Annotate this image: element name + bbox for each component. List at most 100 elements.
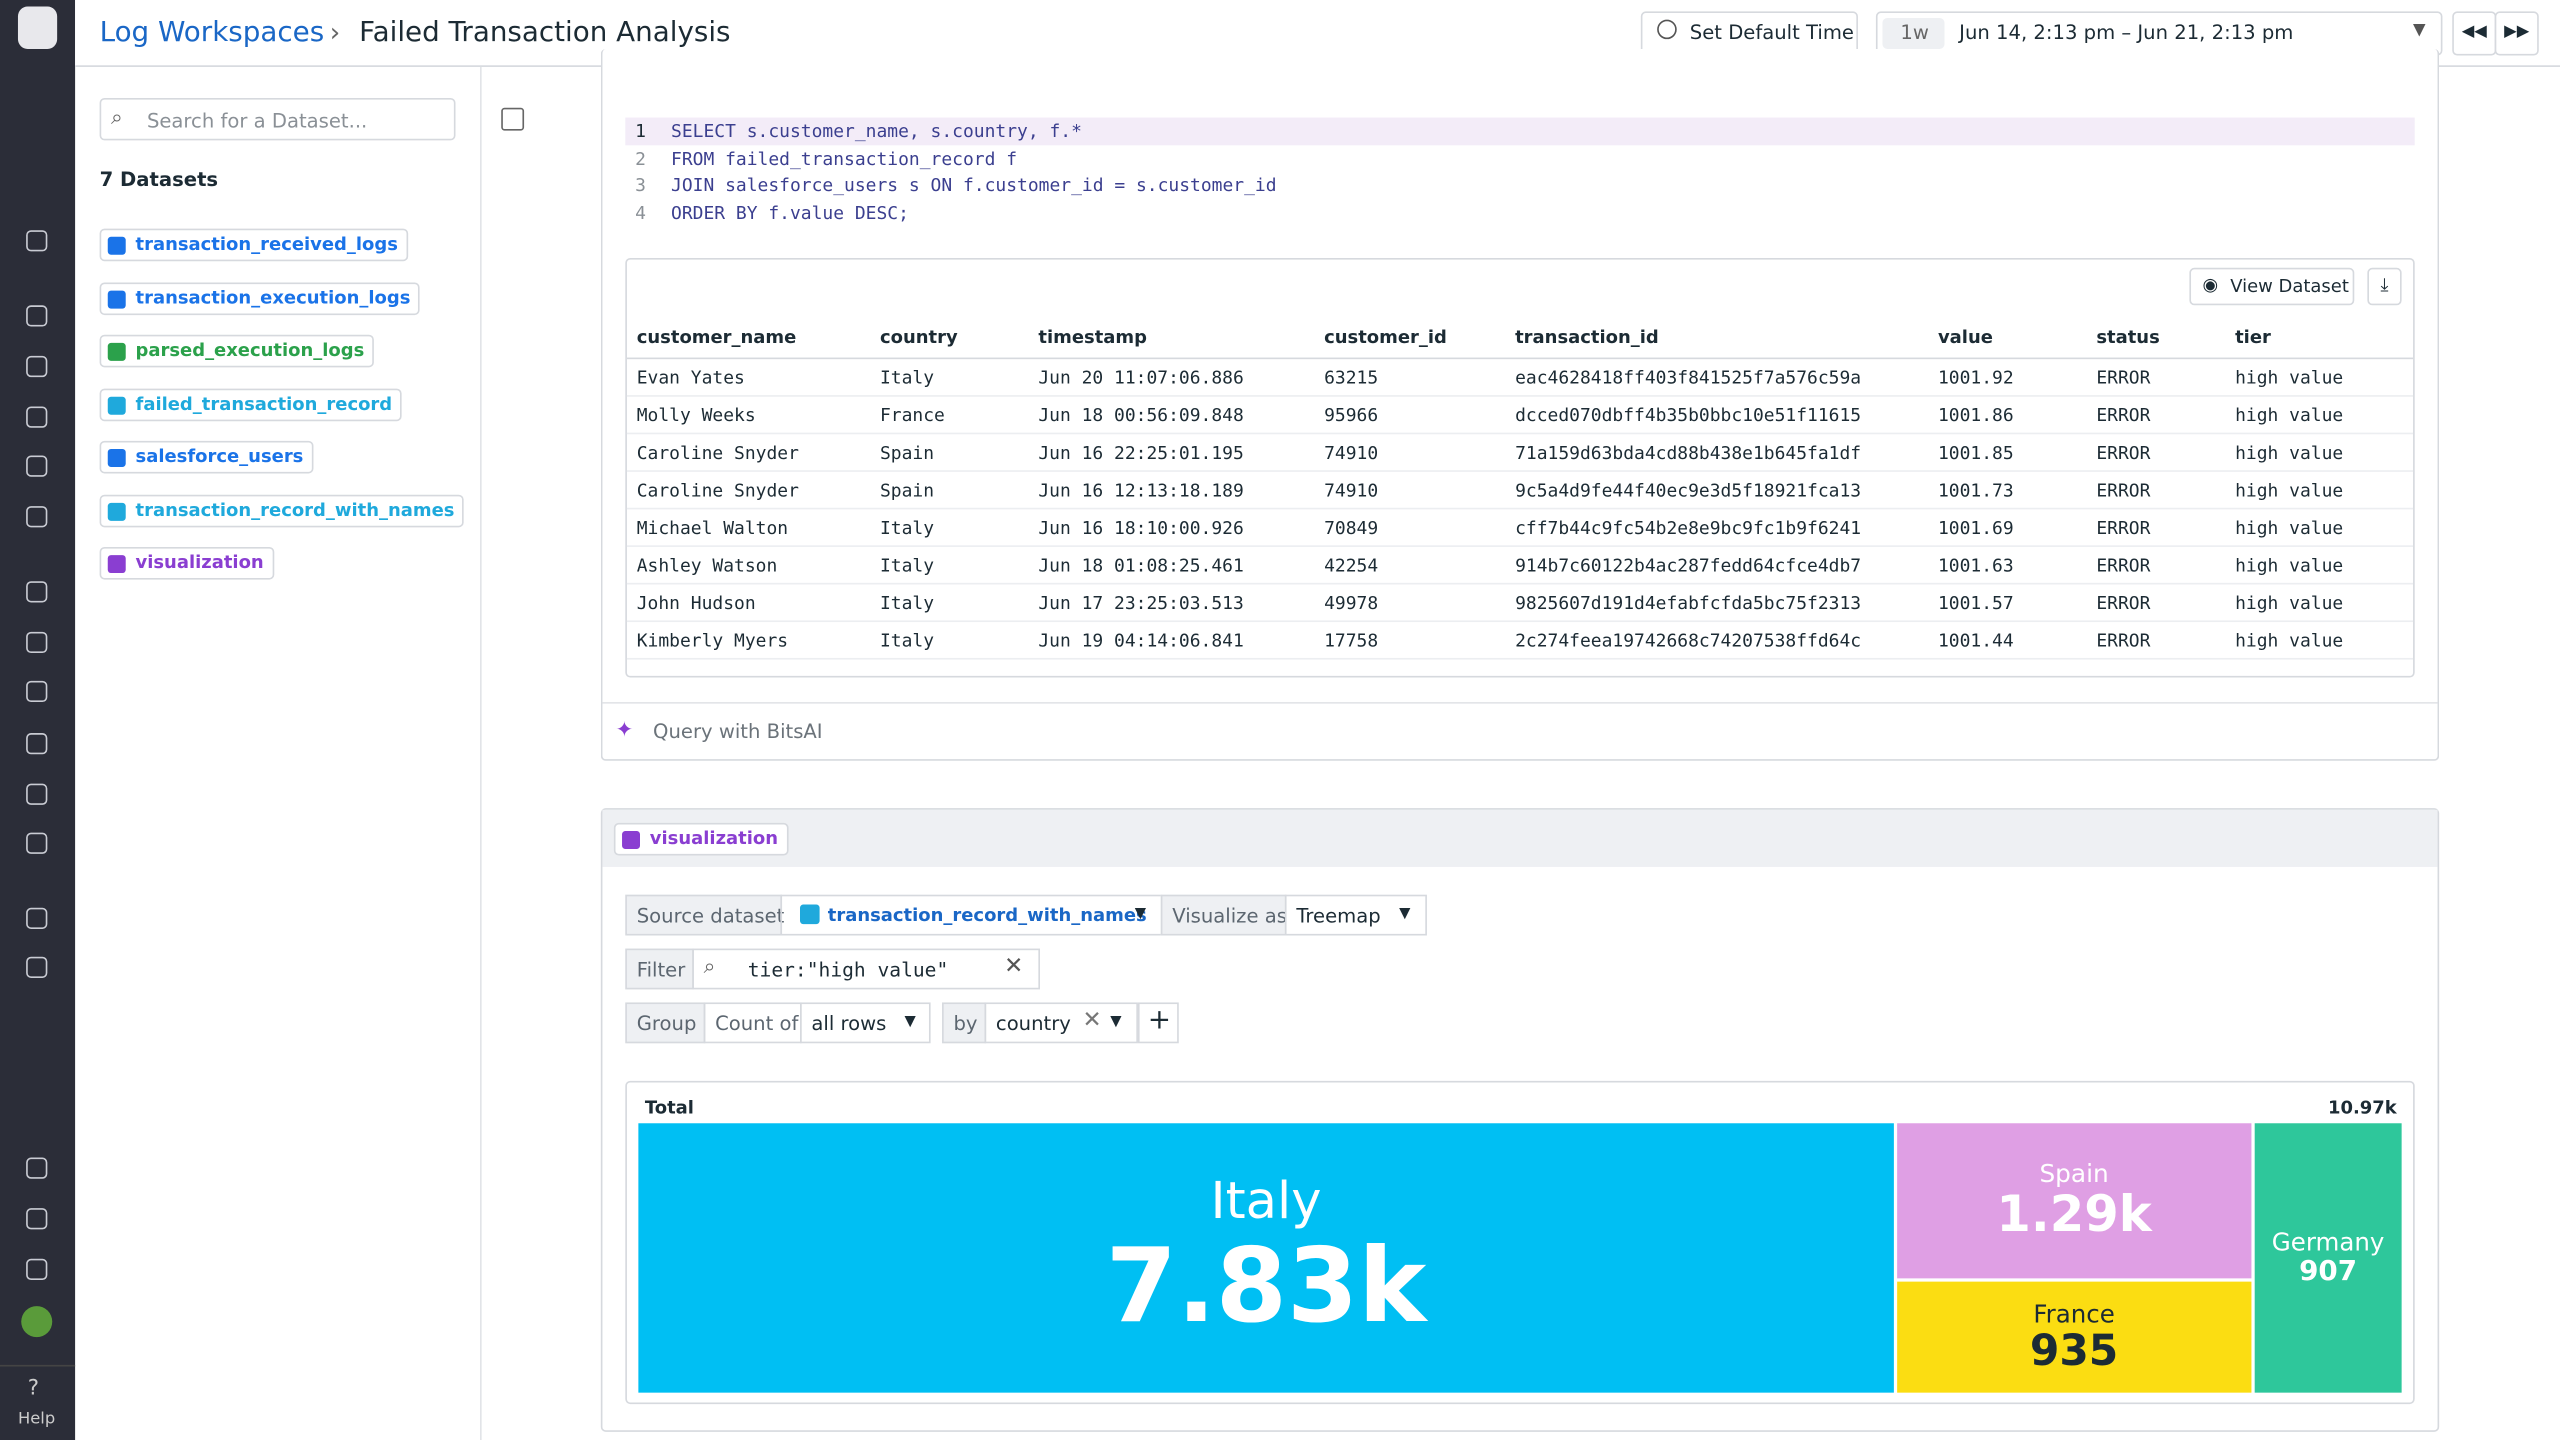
column-header[interactable]: transaction_id bbox=[1515, 326, 1659, 348]
time-back-button[interactable]: ◀◀ bbox=[2452, 11, 2497, 56]
dataset-chip[interactable]: salesforce_users bbox=[99, 440, 314, 474]
time-forward-button[interactable]: ▶▶ bbox=[2494, 11, 2539, 56]
treemap-tile[interactable]: Germany 907 bbox=[2254, 1123, 2402, 1393]
treemap-tile[interactable]: France 935 bbox=[1896, 1281, 2252, 1393]
table-cell: Jun 16 18:10:00.926 bbox=[1038, 517, 1244, 539]
dataset-name[interactable]: transaction_record_with_names bbox=[135, 498, 455, 520]
table-cell: high value bbox=[2235, 367, 2344, 389]
table-cell: 1001.85 bbox=[1937, 442, 2014, 464]
count-target-select[interactable]: all rows bbox=[799, 1002, 931, 1044]
nav-divider bbox=[0, 1364, 76, 1367]
visualize-as-select[interactable]: Treemap bbox=[1284, 894, 1427, 936]
table-cell: dcced070dbff4b35b0bbc10e51f11615 bbox=[1515, 404, 1862, 427]
source-value: transaction_record_with_names bbox=[827, 904, 1147, 926]
nav-icon[interactable] bbox=[26, 455, 48, 477]
dataset-name[interactable]: transaction_received_logs bbox=[135, 233, 398, 255]
nav-icon[interactable] bbox=[26, 355, 48, 378]
dataset-chip[interactable]: parsed_execution_logs bbox=[99, 334, 375, 368]
table-cell: Jun 16 22:25:01.195 bbox=[1038, 442, 1244, 464]
collapse-button[interactable] bbox=[501, 107, 525, 131]
column-header[interactable]: status bbox=[2096, 326, 2160, 348]
dataset-name[interactable]: visualization bbox=[135, 551, 264, 574]
group-by-select[interactable]: country bbox=[984, 1002, 1138, 1044]
time-range[interactable]: Jun 14, 2:13 pm – Jun 21, 2:13 pm bbox=[1959, 21, 2294, 45]
dataset-chip[interactable]: failed_transaction_record bbox=[99, 387, 402, 421]
datasets-count: 7 Datasets bbox=[99, 168, 219, 192]
breadcrumb[interactable]: Log Workspaces bbox=[99, 16, 325, 49]
download-button[interactable]: ⤓ bbox=[2367, 267, 2402, 306]
time-picker[interactable] bbox=[1875, 11, 2443, 56]
source-select[interactable]: transaction_record_with_names bbox=[780, 894, 1163, 936]
dataset-chip[interactable]: transaction_record_with_names bbox=[99, 493, 465, 527]
dataset-chip[interactable]: visualization bbox=[99, 546, 274, 580]
column-header[interactable]: country bbox=[879, 326, 958, 348]
caret[interactable]: ▼ bbox=[1110, 1013, 1122, 1031]
bits-ai-prompt[interactable]: Query with BitsAI bbox=[653, 720, 823, 743]
filter-clear[interactable]: ✕ bbox=[1004, 953, 1024, 980]
column-header[interactable]: customer_id bbox=[1324, 326, 1447, 348]
table-cell: high value bbox=[2235, 404, 2344, 427]
table-cell: Italy bbox=[879, 367, 935, 389]
set-default-time-label[interactable]: Set Default Time bbox=[1689, 21, 1854, 45]
filter-search-icon: ⌕ bbox=[703, 955, 716, 980]
logo[interactable] bbox=[17, 6, 58, 49]
view-dataset-button[interactable] bbox=[2189, 267, 2355, 306]
by-label: by bbox=[942, 1002, 987, 1044]
table-cell: 17758 bbox=[1324, 630, 1379, 652]
table-cell: 9825607d191d4efabfcfda5bc75f2313 bbox=[1515, 592, 1862, 614]
nav-icon[interactable] bbox=[26, 832, 48, 854]
dataset-name[interactable]: salesforce_users bbox=[135, 445, 304, 467]
nav-icon[interactable] bbox=[26, 305, 48, 327]
treemap-tile[interactable]: Italy 7.83k bbox=[638, 1123, 1894, 1393]
dataset-chip[interactable]: transaction_received_logs bbox=[99, 228, 408, 262]
nav-icon[interactable] bbox=[26, 631, 48, 654]
table-cell: 49978 bbox=[1324, 592, 1379, 614]
nav-icon[interactable] bbox=[26, 506, 48, 528]
time-preset[interactable]: 1w bbox=[1900, 21, 1929, 45]
nav-icon[interactable] bbox=[26, 1208, 48, 1230]
time-caret[interactable]: ▼ bbox=[2413, 21, 2426, 40]
tile-value: 7.83k bbox=[1105, 1226, 1427, 1346]
nav-icon[interactable] bbox=[26, 406, 48, 428]
nav-icon[interactable] bbox=[26, 956, 48, 978]
nav-icon[interactable] bbox=[26, 733, 48, 755]
nav-icon[interactable] bbox=[26, 1157, 48, 1179]
filter-input[interactable]: tier:"high value" bbox=[692, 948, 1040, 990]
column-header[interactable]: tier bbox=[2235, 326, 2271, 348]
nav-icon[interactable] bbox=[26, 783, 48, 805]
search-placeholder[interactable]: Search for a Dataset... bbox=[146, 109, 368, 133]
caret[interactable]: ▼ bbox=[1134, 906, 1146, 923]
help-icon[interactable]: ? bbox=[27, 1376, 40, 1401]
table-cell: 63215 bbox=[1324, 367, 1379, 389]
caret[interactable]: ▼ bbox=[904, 1013, 916, 1031]
nav-icon[interactable] bbox=[26, 907, 48, 929]
group-label: Group bbox=[625, 1002, 706, 1044]
treemap-tile[interactable]: Spain 1.29k bbox=[1896, 1123, 2252, 1278]
add-group-button[interactable]: + bbox=[1137, 1002, 1179, 1044]
nav-icon[interactable] bbox=[26, 1258, 48, 1280]
bits-icon: ✦ bbox=[615, 718, 634, 743]
set-default-time-button[interactable] bbox=[1640, 11, 1858, 56]
caret[interactable]: ▼ bbox=[1399, 906, 1411, 923]
nav-icon[interactable] bbox=[26, 581, 48, 603]
column-header[interactable]: value bbox=[1937, 326, 1993, 348]
dataset-name[interactable]: transaction_execution_logs bbox=[135, 286, 411, 308]
table-cell: 2c274feea19742668c74207538ffd64c bbox=[1515, 630, 1862, 652]
treemap-total-label: Total bbox=[644, 1097, 694, 1119]
dataset-name[interactable]: failed_transaction_record bbox=[135, 392, 393, 414]
help-label[interactable]: Help bbox=[17, 1410, 56, 1429]
dataset-name[interactable]: parsed_execution_logs bbox=[135, 339, 365, 361]
column-header[interactable]: customer_name bbox=[636, 326, 797, 348]
tile-value: 1.29k bbox=[1996, 1186, 2152, 1244]
dataset-chip[interactable]: transaction_execution_logs bbox=[99, 281, 421, 315]
user-avatar[interactable] bbox=[21, 1306, 53, 1338]
table-cell: Evan Yates bbox=[636, 367, 745, 389]
nav-icon[interactable] bbox=[26, 680, 48, 703]
column-header[interactable]: timestamp bbox=[1038, 326, 1147, 348]
table-cell: ERROR bbox=[2096, 630, 2151, 652]
group-by-clear[interactable]: ✕ bbox=[1082, 1007, 1102, 1034]
view-dataset-label[interactable]: View Dataset bbox=[2230, 275, 2349, 298]
viz-chip[interactable]: visualization bbox=[613, 822, 788, 856]
nav-icon[interactable] bbox=[26, 230, 48, 252]
dataset-search[interactable] bbox=[99, 97, 456, 141]
